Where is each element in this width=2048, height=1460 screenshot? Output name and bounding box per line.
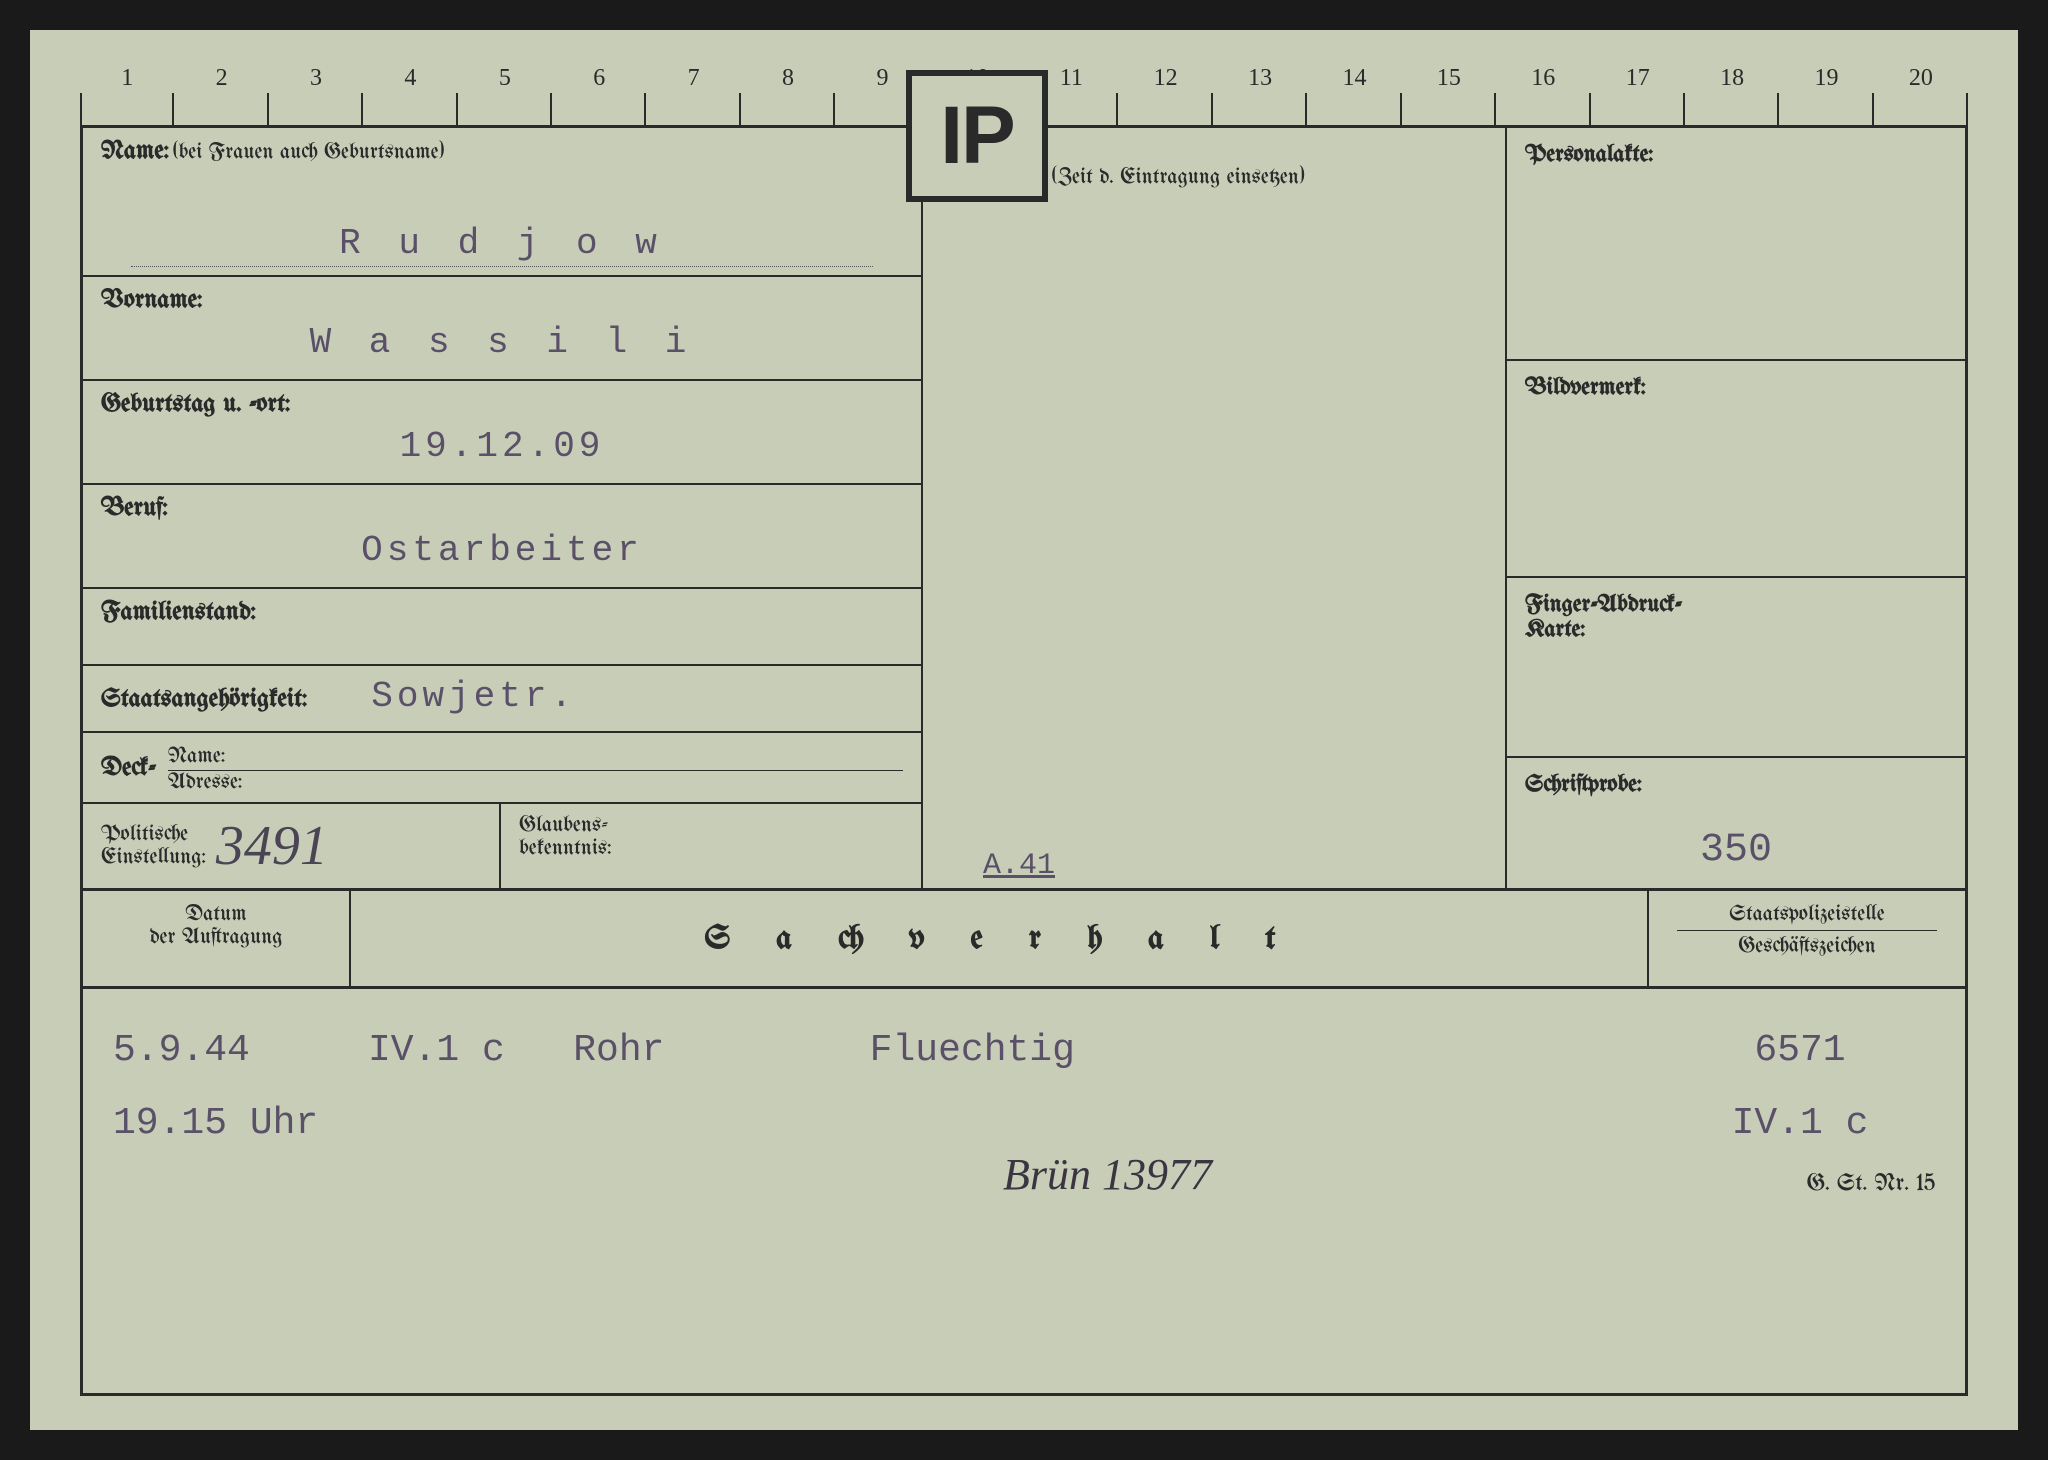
deck-label: Deck- xyxy=(101,755,156,782)
schriftprobe-value: 350 xyxy=(1525,828,1947,873)
geburtstag-label: Geburtstag u. -ort: xyxy=(101,391,290,418)
bildvermerk-label: Bildvermerk: xyxy=(1525,376,1646,401)
name-field: Name: (bei Frauen auch Geburtsname) R u … xyxy=(83,128,921,277)
ruler-tick: 12 xyxy=(1118,65,1212,125)
ruler-tick: 8 xyxy=(741,65,835,125)
glaubens-label1: Glaubens- xyxy=(519,814,903,837)
vorname-value: W a s s i l i xyxy=(101,314,903,371)
schriftprobe-field: Schriftprobe: 350 xyxy=(1507,758,1965,888)
ruler-tick: 15 xyxy=(1402,65,1496,125)
ruler-tick: 19 xyxy=(1779,65,1873,125)
name-value: R u d j o w xyxy=(131,215,873,267)
familienstand-field: Familienstand: xyxy=(83,589,921,666)
sachverhalt-label: S a ch v e r h a l t xyxy=(705,921,1294,957)
finger-label1: Finger-Abdruck- xyxy=(1525,593,1947,618)
entry-code: 6571 xyxy=(1665,1029,1935,1072)
glaubens-label2: bekenntnis: xyxy=(519,837,903,860)
politik-value: 3491 xyxy=(216,814,328,878)
beruf-field: Beruf: Ostarbeiter xyxy=(83,485,921,589)
familienstand-label: Familienstand: xyxy=(101,599,256,626)
left-column: Name: (bei Frauen auch Geburtsname) R u … xyxy=(83,128,923,888)
datum-header: Datum der Auftragung xyxy=(83,891,351,986)
deck-name-label: Name: xyxy=(168,745,226,768)
ruler-tick: 7 xyxy=(646,65,740,125)
entry-row: 19.15 Uhr IV.1 c xyxy=(113,1102,1935,1145)
ruler-tick: 20 xyxy=(1874,65,1968,125)
upper-section: Name: (bei Frauen auch Geburtsname) R u … xyxy=(83,128,1965,891)
name-sublabel: (bei Frauen auch Geburtsname) xyxy=(173,141,444,164)
staatspolizei-header: Staatspolizeistelle Geschäftszeichen xyxy=(1647,891,1965,986)
ruler-tick: 6 xyxy=(552,65,646,125)
politik-label2: Einstellung: xyxy=(101,846,206,869)
bottom-left-row: Politische Einstellung: 3491 Glaubens- b… xyxy=(83,804,921,888)
middle-column: Wohnung: (Zeit d. Eintragung einsetzen) … xyxy=(923,128,1507,888)
ip-stamp: IP xyxy=(906,70,1048,202)
geburtstag-value: 19.12.09 xyxy=(101,418,903,475)
deck-adresse-label: Adresse: xyxy=(168,771,243,794)
right-column: Personalakte: Bildvermerk: Finger-Abdruc… xyxy=(1507,128,1965,888)
deck-field: Deck- Name: Adresse: xyxy=(83,733,921,804)
ruler-tick: 4 xyxy=(363,65,457,125)
ruler-tick: 18 xyxy=(1685,65,1779,125)
ruler-tick: 3 xyxy=(269,65,363,125)
politische-field: Politische Einstellung: 3491 xyxy=(83,804,501,888)
schriftprobe-label: Schriftprobe: xyxy=(1525,773,1642,798)
scan-background: 1 2 3 4 5 6 7 8 9 10 11 12 13 14 15 16 1… xyxy=(0,0,2048,1460)
handwritten-note: Brün 13977 xyxy=(1003,1149,1212,1200)
sachverhalt-header: S a ch v e r h a l t xyxy=(351,891,1647,986)
staat-value: Sowjetr. xyxy=(371,668,576,725)
glaubens-field: Glaubens- bekenntnis: xyxy=(501,804,921,888)
vorname-field: Vorname: W a s s i l i xyxy=(83,277,921,381)
entries-area: 5.9.44 IV.1 c Rohr Fluechtig 6571 19.15 … xyxy=(83,989,1965,1215)
a41-mark: A.41 xyxy=(983,849,1055,883)
form-number: G. St. Nr. 15 xyxy=(1807,1172,1935,1197)
ruler-tick: 17 xyxy=(1591,65,1685,125)
beruf-value: Ostarbeiter xyxy=(101,522,903,579)
ruler-tick: 1 xyxy=(80,65,174,125)
ip-text: IP xyxy=(940,89,1013,183)
staat-label: Staatsangehörigkeit: xyxy=(101,686,307,713)
entry-row: 5.9.44 IV.1 c Rohr Fluechtig 6571 xyxy=(113,1029,1935,1072)
table-header: Datum der Auftragung S a ch v e r h a l … xyxy=(83,891,1965,989)
personalakte-field: Personalakte: xyxy=(1507,128,1965,361)
beruf-label: Beruf: xyxy=(101,495,168,522)
fingerabdruck-field: Finger-Abdruck- Karte: xyxy=(1507,578,1965,758)
bildvermerk-field: Bildvermerk: xyxy=(1507,361,1965,578)
polizei-label1: Staatspolizeistelle xyxy=(1657,903,1957,926)
wohnung-sublabel: (Zeit d. Eintragung einsetzen) xyxy=(1052,166,1305,189)
index-card: 1 2 3 4 5 6 7 8 9 10 11 12 13 14 15 16 1… xyxy=(30,30,2018,1430)
ruler-tick: 5 xyxy=(458,65,552,125)
form-body: IP Name: (bei Frauen auch Geburtsname) R… xyxy=(80,128,1968,1396)
ruler-tick: 2 xyxy=(174,65,268,125)
ruler-tick: 14 xyxy=(1307,65,1401,125)
datum-label1: Datum xyxy=(91,903,341,926)
politik-label1: Politische xyxy=(101,823,206,846)
staatsangehoerigkeit-field: Staatsangehörigkeit: Sowjetr. xyxy=(83,666,921,733)
entry-datum: 19.15 Uhr xyxy=(113,1102,348,1145)
personalakte-label: Personalakte: xyxy=(1525,143,1653,168)
entry-sach xyxy=(348,1102,1665,1145)
ruler-tick: 16 xyxy=(1496,65,1590,125)
entry-code: IV.1 c xyxy=(1665,1102,1935,1145)
finger-label2: Karte: xyxy=(1525,618,1947,643)
datum-label2: der Auftragung xyxy=(91,926,341,949)
name-label: Name: xyxy=(101,138,169,165)
vorname-label: Vorname: xyxy=(101,287,202,314)
ruler-tick: 13 xyxy=(1213,65,1307,125)
entry-sach: IV.1 c Rohr Fluechtig xyxy=(348,1029,1665,1072)
geburtstag-field: Geburtstag u. -ort: 19.12.09 xyxy=(83,381,921,485)
polizei-label2: Geschäftszeichen xyxy=(1657,935,1957,958)
entry-datum: 5.9.44 xyxy=(113,1029,348,1072)
